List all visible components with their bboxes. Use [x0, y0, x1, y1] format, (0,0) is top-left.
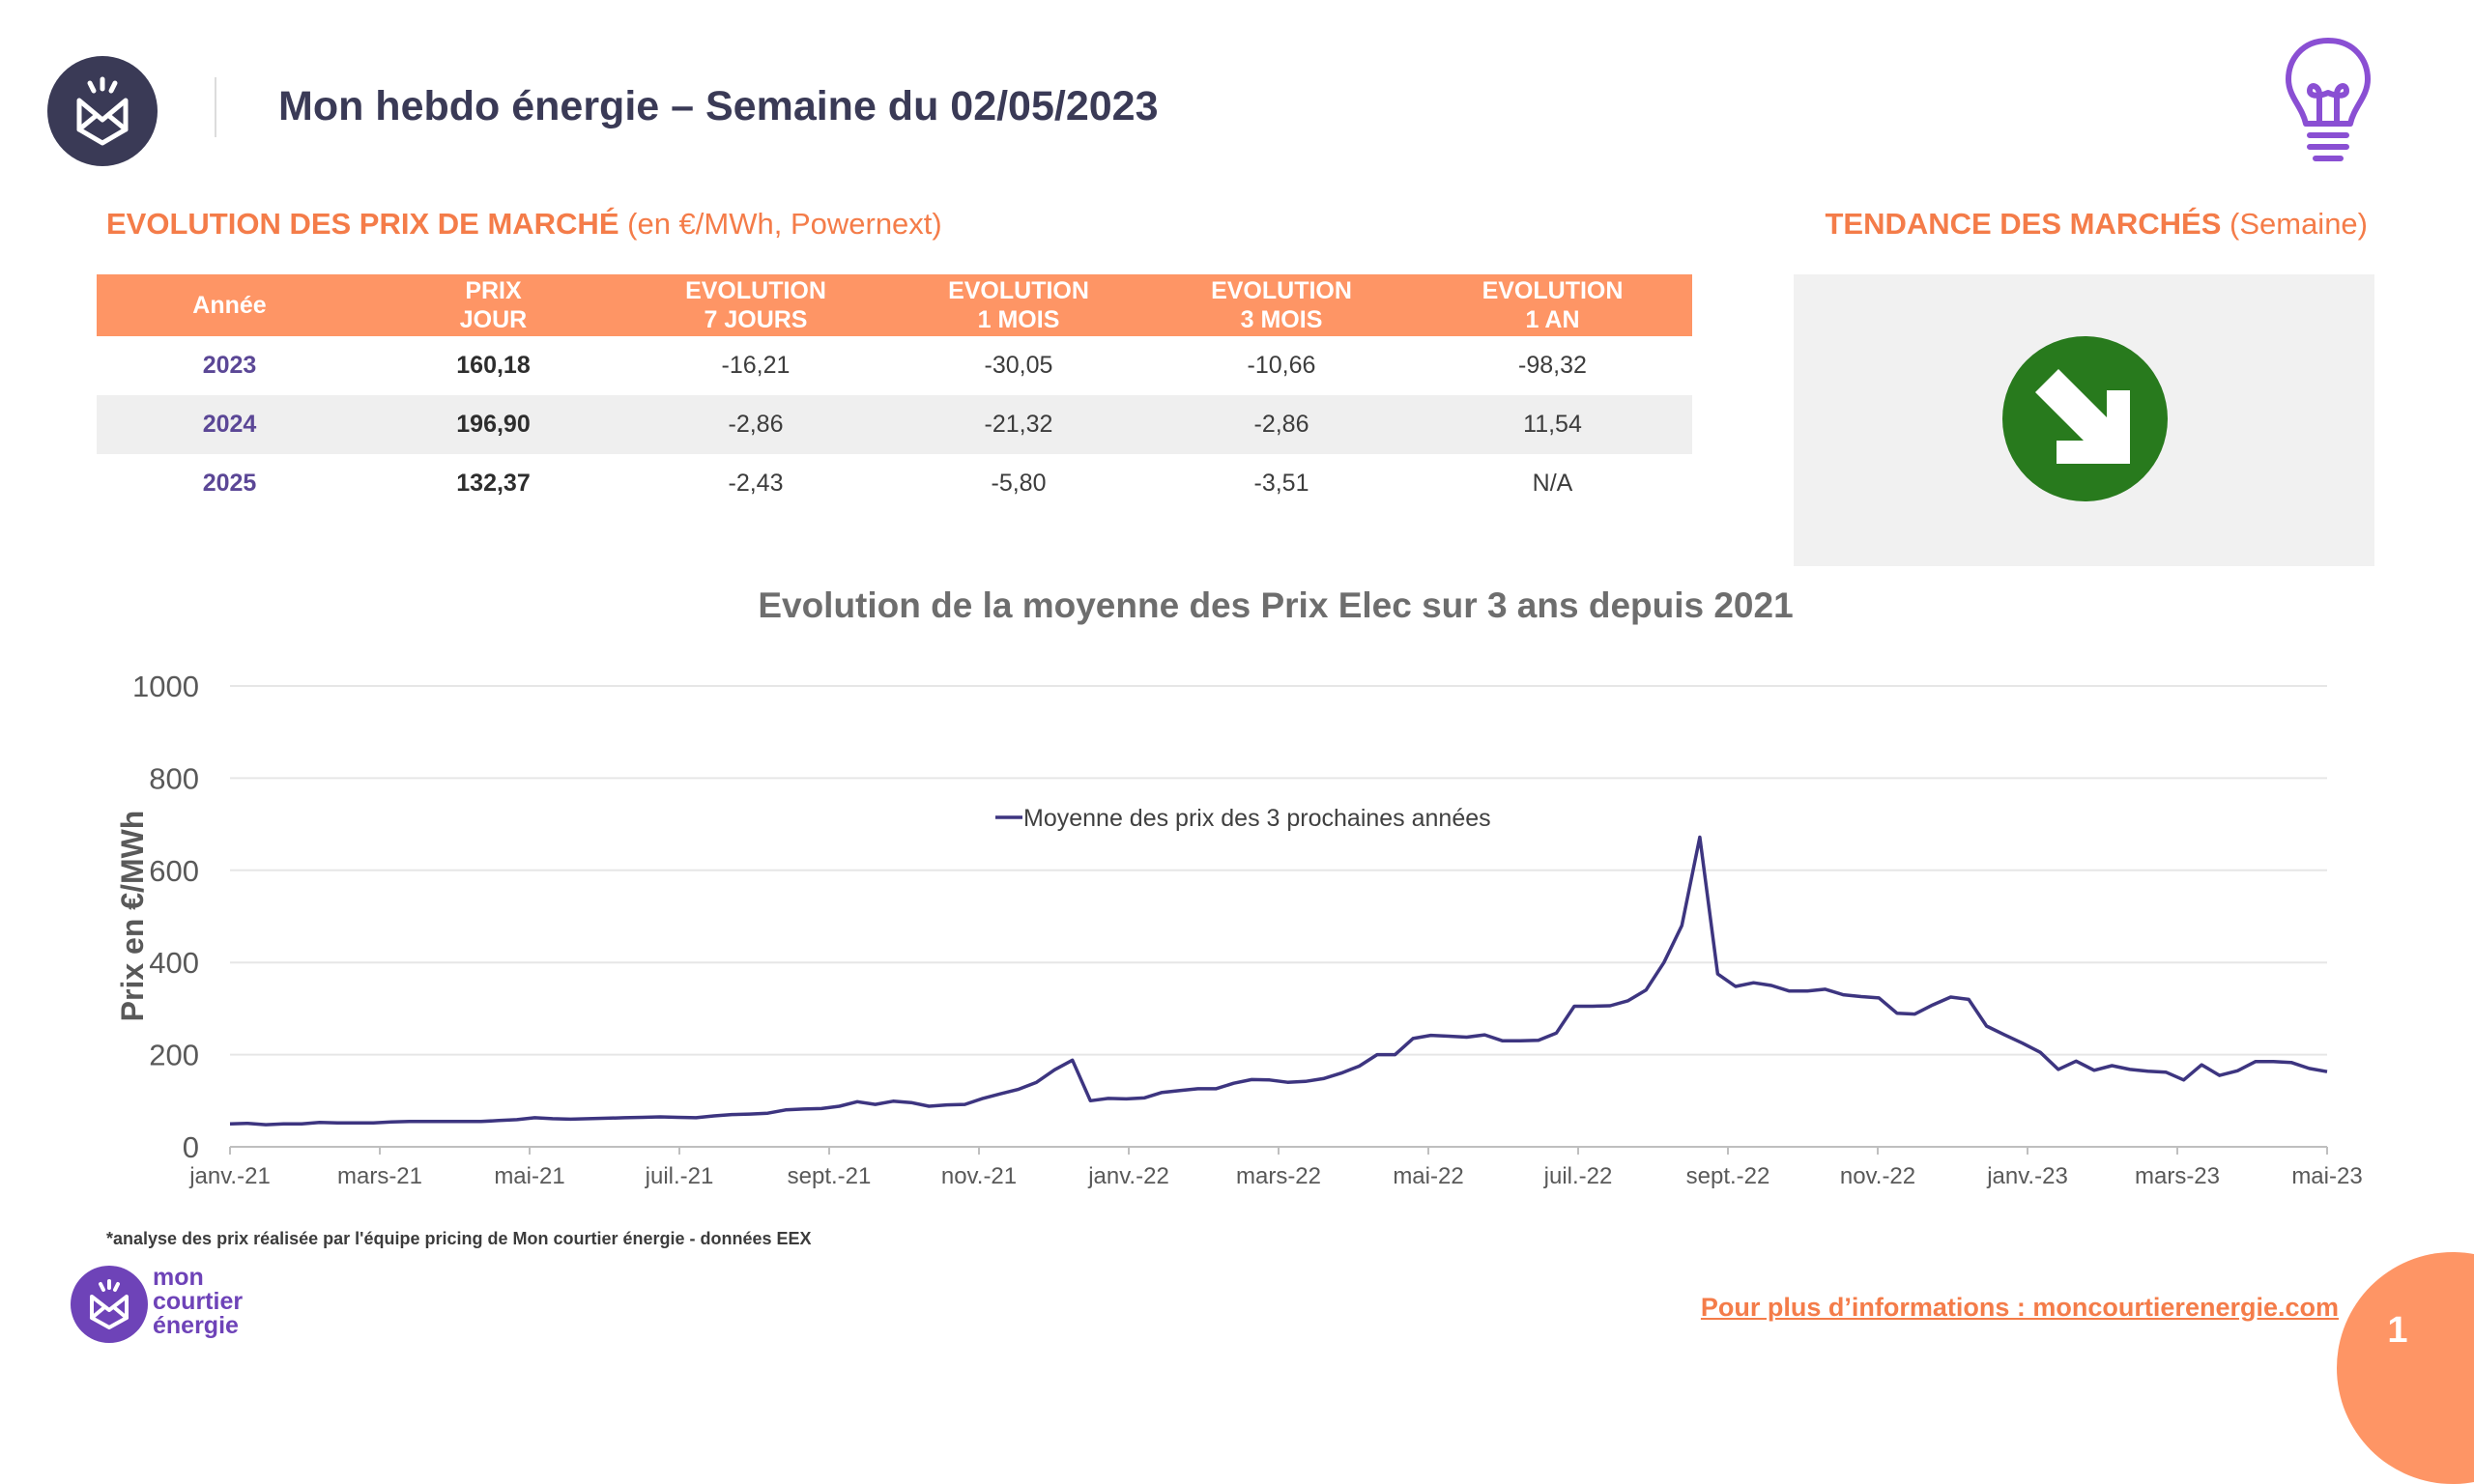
x-tick-label: mars-21 [337, 1163, 422, 1189]
x-tick-label: sept.-22 [1686, 1163, 1770, 1189]
column-header-3months: EVOLUTION 3 MOIS [1150, 274, 1413, 336]
x-tick-label: janv.-21 [188, 1163, 271, 1189]
x-tick-label: janv.-22 [1087, 1163, 1169, 1189]
y-tick-label: 400 [149, 946, 199, 980]
cell-year: 2023 [202, 352, 257, 379]
info-link[interactable]: Pour plus d’informations : moncourtieren… [1700, 1293, 2339, 1322]
column-header-1year: EVOLUTION 1 AN [1413, 274, 1692, 336]
y-axis-label: Prix en €/MWh [115, 811, 150, 1022]
y-tick-label: 0 [183, 1130, 199, 1164]
y-tick-label: 600 [149, 854, 199, 888]
cell-3months: -3,51 [1253, 470, 1309, 497]
series-line [229, 835, 2328, 1127]
footnote: *analyse des prix réalisée par l'équipe … [106, 1229, 812, 1248]
x-tick-label: nov.-22 [1840, 1163, 1915, 1189]
x-tick-label: sept.-21 [788, 1163, 872, 1189]
cell-price: 132,37 [456, 470, 531, 497]
cell-1month: -30,05 [984, 352, 1053, 379]
x-tick-label: juil.-22 [1543, 1163, 1613, 1189]
column-header-price: PRIX JOUR [362, 274, 624, 336]
envelope-logo-icon [90, 1279, 129, 1329]
cell-3months: -10,66 [1247, 352, 1316, 379]
company-logo [47, 56, 158, 166]
y-tick-label: 800 [149, 761, 199, 795]
cell-year: 2024 [97, 395, 362, 454]
x-tick-label: mai-21 [494, 1163, 564, 1189]
line-chart: 0 200 400 600 800 1000 janv.-21 mars-21 mai-21 j… [115, 670, 2363, 1189]
market-prices-section-title: EVOLUTION DES PRIX DE MARCHÉ (en €/MWh, … [106, 207, 942, 241]
table-row: 2023 160,18 -16,21 -30,05 -10,66 -98,32 [97, 336, 1692, 395]
brand-logo [71, 1266, 148, 1343]
market-trend-section-title: TENDANCE DES MARCHÉS (Semaine) [1825, 207, 2368, 241]
table-row: 2024 196,90 -2,86 -21,32 -2,86 11,54 [97, 395, 1692, 454]
cell-7days: -2,86 [624, 395, 887, 454]
lightbulb-icon [2281, 35, 2375, 175]
cell-year: 2025 [202, 470, 257, 497]
x-tick-label: mai-22 [1393, 1163, 1463, 1189]
x-tick-label: mai-23 [2291, 1163, 2362, 1189]
cell-3months: -2,86 [1150, 395, 1413, 454]
arrow-down-right-icon [2035, 369, 2130, 464]
x-tick-label: janv.-23 [1986, 1163, 2068, 1189]
x-tick-label: mars-22 [1236, 1163, 1321, 1189]
cell-1year: -98,32 [1518, 352, 1587, 379]
price-table: Année PRIX JOUR EVOLUTION 7 JOURS EVOLUTIO… [97, 274, 1692, 513]
trend-indicator [2002, 336, 2168, 501]
table-header-row: Année PRIX JOUR EVOLUTION 7 JOURS EVOLUTIO… [97, 274, 1692, 336]
x-tick-label: nov.-21 [941, 1163, 1017, 1189]
cell-1month: -5,80 [991, 470, 1047, 497]
x-tick-label: juil.-21 [645, 1163, 714, 1189]
column-header-1month: EVOLUTION 1 MOIS [887, 274, 1150, 336]
table-row: 2025 132,37 -2,43 -5,80 -3,51 N/A [97, 454, 1692, 513]
y-tick-label: 200 [149, 1039, 199, 1072]
cell-7days: -2,43 [728, 470, 784, 497]
page-badge [2337, 1252, 2474, 1484]
cell-price: 196,90 [362, 395, 624, 454]
chart-title: Evolution de la moyenne des Prix Elec su… [758, 585, 1794, 625]
cell-1year: N/A [1532, 470, 1573, 497]
envelope-logo-icon [76, 76, 129, 146]
cell-price: 160,18 [456, 352, 531, 379]
legend-label: Moyenne des prix des 3 prochaines années [1023, 805, 1491, 832]
page-number: 1 [2387, 1310, 2408, 1351]
x-tick-label: mars-23 [2135, 1163, 2220, 1189]
header-divider [215, 77, 216, 137]
column-header-7days: EVOLUTION 7 JOURS [624, 274, 887, 336]
cell-7days: -16,21 [721, 352, 791, 379]
brand-name: mon courtier énergie [153, 1264, 244, 1339]
column-header-year: Année [97, 274, 362, 336]
page-title: Mon hebdo énergie – Semaine du 02/05/202… [278, 83, 1159, 129]
cell-1year: 11,54 [1413, 395, 1692, 454]
y-tick-label: 1000 [132, 670, 199, 703]
cell-1month: -21,32 [887, 395, 1150, 454]
